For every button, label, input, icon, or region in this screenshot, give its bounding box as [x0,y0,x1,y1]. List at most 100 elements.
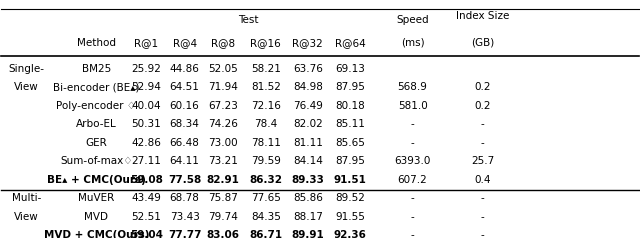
Text: 43.49: 43.49 [131,193,161,203]
Text: 581.0: 581.0 [397,101,428,111]
Text: 50.31: 50.31 [131,119,161,129]
Text: 86.32: 86.32 [249,175,282,185]
Text: 77.77: 77.77 [168,230,202,238]
Text: 91.55: 91.55 [335,212,365,222]
Text: 78.4: 78.4 [254,119,277,129]
Text: 64.51: 64.51 [170,82,200,92]
Text: 568.9: 568.9 [397,82,428,92]
Text: 74.26: 74.26 [208,119,238,129]
Text: 81.11: 81.11 [293,138,323,148]
Text: BM25: BM25 [82,64,111,74]
Text: 6393.0: 6393.0 [394,156,431,166]
Text: 59.04: 59.04 [130,230,163,238]
Text: 66.48: 66.48 [170,138,200,148]
Text: 84.14: 84.14 [293,156,323,166]
Text: -: - [411,212,415,222]
Text: Single-: Single- [8,64,44,74]
Text: BE▴ + CMC(Ours): BE▴ + CMC(Ours) [47,175,146,185]
Text: -: - [411,119,415,129]
Text: 85.65: 85.65 [335,138,365,148]
Text: 52.05: 52.05 [208,64,238,74]
Text: 89.91: 89.91 [291,230,324,238]
Text: 67.23: 67.23 [208,101,238,111]
Text: 77.65: 77.65 [251,193,281,203]
Text: Bi-encoder (BE▴): Bi-encoder (BE▴) [53,82,140,92]
Text: 27.11: 27.11 [131,156,161,166]
Text: 87.95: 87.95 [335,156,365,166]
Text: 25.7: 25.7 [471,156,495,166]
Text: 607.2: 607.2 [397,175,428,185]
Text: 81.52: 81.52 [251,82,281,92]
Text: R@64: R@64 [335,38,365,48]
Text: 69.13: 69.13 [335,64,365,74]
Text: MuVER: MuVER [78,193,115,203]
Text: 77.58: 77.58 [168,175,201,185]
Text: 84.35: 84.35 [251,212,281,222]
Text: 83.06: 83.06 [207,230,239,238]
Text: 76.49: 76.49 [293,101,323,111]
Text: 91.51: 91.51 [333,175,367,185]
Text: 42.86: 42.86 [131,138,161,148]
Text: 89.52: 89.52 [335,193,365,203]
Text: -: - [481,193,484,203]
Text: 68.34: 68.34 [170,119,200,129]
Text: 85.86: 85.86 [293,193,323,203]
Text: Index Size: Index Size [456,11,509,21]
Text: R@8: R@8 [211,38,235,48]
Text: 73.43: 73.43 [170,212,200,222]
Text: R@1: R@1 [134,38,158,48]
Text: 82.02: 82.02 [293,119,323,129]
Text: 0.2: 0.2 [475,101,491,111]
Text: Sum-of-max♢: Sum-of-max♢ [60,156,132,166]
Text: 79.74: 79.74 [208,212,238,222]
Text: 72.16: 72.16 [251,101,281,111]
Text: 89.33: 89.33 [291,175,324,185]
Text: 52.94: 52.94 [131,82,161,92]
Text: 87.95: 87.95 [335,82,365,92]
Text: 58.21: 58.21 [251,64,281,74]
Text: Test: Test [238,15,259,25]
Text: Multi-: Multi- [12,193,41,203]
Text: R@16: R@16 [250,38,281,48]
Text: GER: GER [86,138,108,148]
Text: 63.76: 63.76 [293,64,323,74]
Text: MVD: MVD [84,212,109,222]
Text: 80.18: 80.18 [335,101,365,111]
Text: (ms): (ms) [401,38,424,48]
Text: Speed: Speed [396,15,429,25]
Text: -: - [481,230,484,238]
Text: View: View [14,82,38,92]
Text: MVD + CMC(Ours): MVD + CMC(Ours) [44,230,149,238]
Text: 84.98: 84.98 [293,82,323,92]
Text: R@32: R@32 [292,38,323,48]
Text: 75.87: 75.87 [208,193,238,203]
Text: 40.04: 40.04 [131,101,161,111]
Text: -: - [411,193,415,203]
Text: R@4: R@4 [173,38,196,48]
Text: 92.36: 92.36 [333,230,367,238]
Text: 68.78: 68.78 [170,193,200,203]
Text: 52.51: 52.51 [131,212,161,222]
Text: 73.00: 73.00 [208,138,237,148]
Text: 78.11: 78.11 [251,138,281,148]
Text: -: - [481,138,484,148]
Text: Arbo-EL: Arbo-EL [76,119,117,129]
Text: Method: Method [77,38,116,48]
Text: View: View [14,212,38,222]
Text: 0.4: 0.4 [475,175,491,185]
Text: -: - [481,212,484,222]
Text: 88.17: 88.17 [293,212,323,222]
Text: 73.21: 73.21 [208,156,238,166]
Text: -: - [411,138,415,148]
Text: 79.59: 79.59 [251,156,281,166]
Text: -: - [481,119,484,129]
Text: 82.91: 82.91 [207,175,239,185]
Text: 60.16: 60.16 [170,101,200,111]
Text: Poly-encoder ♢: Poly-encoder ♢ [56,101,136,111]
Text: 86.71: 86.71 [249,230,282,238]
Text: 64.11: 64.11 [170,156,200,166]
Text: 44.86: 44.86 [170,64,200,74]
Text: -: - [411,230,415,238]
Text: 59.08: 59.08 [130,175,163,185]
Text: 85.11: 85.11 [335,119,365,129]
